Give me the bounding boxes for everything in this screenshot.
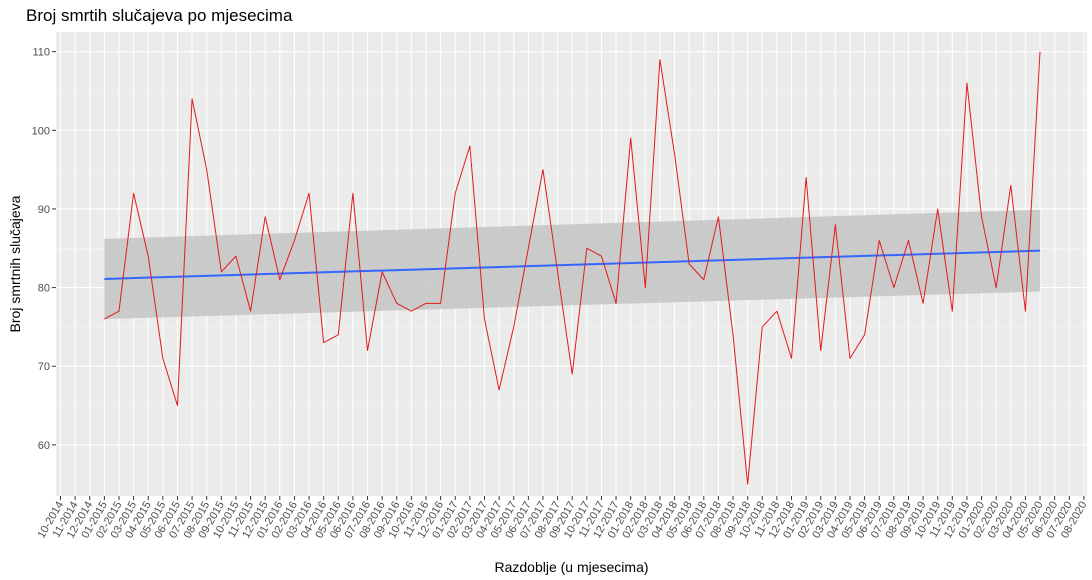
y-tick-label: 100 [32, 125, 50, 137]
y-tick-label: 70 [38, 361, 50, 373]
y-axis-title: Broj smrtnih slučajeva [7, 195, 23, 332]
x-axis: 10-201411-201412-201401-201502-201503-20… [36, 496, 1089, 540]
minor-gridlines [56, 90, 1087, 406]
deaths-series-line [104, 51, 1041, 485]
y-tick-label: 90 [38, 204, 50, 216]
y-axis: 60 70 80 90 100 110 [32, 47, 56, 452]
chart-title: Broj smrtih slučajeva po mjesecima [26, 6, 293, 25]
y-tick-label: 110 [32, 47, 50, 59]
y-tick-label: 80 [38, 283, 50, 295]
y-tick-label: 60 [38, 440, 50, 452]
x-axis-title: Razdoblje (u mjesecima) [494, 559, 648, 575]
